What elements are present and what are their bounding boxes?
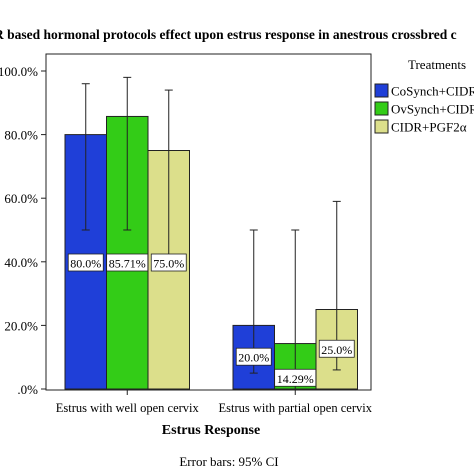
data-label-box [274, 368, 317, 387]
legend-swatch [374, 119, 389, 134]
legend-entry-label: CoSynch+CIDR [391, 84, 474, 99]
x-axis: Estrus with well open cervix Estrus with … [56, 390, 373, 415]
data-label-box [106, 253, 149, 272]
legend: Treatments CoSynch+CIDR OvSynch+CIDR CIDR+… [374, 57, 474, 135]
legend-swatch [374, 83, 389, 98]
y-tick-label: 100.0% [0, 64, 38, 79]
x-axis-title: Estrus Response [162, 423, 260, 438]
data-label: 85.71% [109, 257, 146, 271]
y-tick-label: 40.0% [4, 255, 38, 270]
data-label-box [235, 347, 272, 366]
bars: 80.0% 85.71% 75.0% 20.0% 14.29% 25.0% [64, 76, 358, 390]
error-bar-note: Error bars: 95% CI [179, 454, 278, 469]
data-label: 20.0% [238, 351, 269, 365]
legend-entry-label: CIDR+PGF2α [391, 120, 467, 135]
data-label-box [150, 253, 187, 272]
y-tick-label: .0% [17, 382, 38, 397]
y-tick-label: 80.0% [4, 128, 38, 143]
x-tick-label: Estrus with partial open cervix [219, 401, 373, 415]
x-tick-label: Estrus with well open cervix [56, 401, 200, 415]
data-label-box [318, 339, 355, 358]
legend-title: Treatments [408, 57, 466, 72]
data-label-box [67, 253, 104, 272]
data-label: 80.0% [70, 257, 101, 271]
legend-swatch [374, 101, 389, 116]
chart-title: R based hormonal protocols effect upon e… [0, 27, 457, 42]
data-label: 75.0% [153, 257, 184, 271]
y-tick-label: 60.0% [4, 191, 38, 206]
legend-entry-label: OvSynch+CIDR [391, 102, 474, 117]
y-tick-label: 20.0% [4, 318, 38, 333]
y-axis: .0% 20.0% 40.0% 60.0% 80.0% 100.0% [0, 64, 46, 397]
data-label: 25.0% [321, 343, 352, 357]
data-label: 14.29% [277, 372, 314, 386]
